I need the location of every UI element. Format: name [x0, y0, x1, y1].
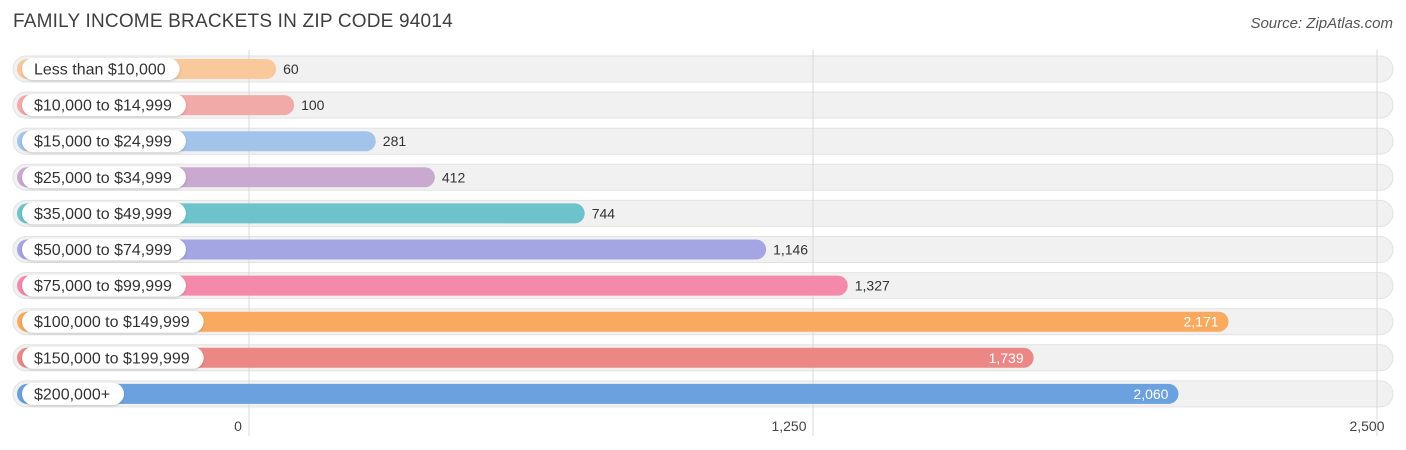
bar-label: $25,000 to $34,999 — [34, 170, 172, 187]
value-label: 281 — [383, 133, 407, 149]
bar-label: $35,000 to $49,999 — [34, 206, 172, 223]
bar-label: $50,000 to $74,999 — [34, 242, 172, 259]
x-axis: 0 1,250 2,500 — [234, 418, 1385, 434]
value-label: 1,327 — [855, 278, 890, 294]
x-tick-label: 0 — [234, 418, 242, 434]
value-label: 100 — [301, 97, 325, 113]
bar-label: $10,000 to $14,999 — [34, 98, 172, 115]
value-label: 2,171 — [1184, 314, 1219, 330]
value-label: 412 — [442, 169, 466, 185]
row-background — [12, 91, 1394, 119]
x-tick-label: 1,250 — [771, 418, 806, 434]
value-label: 60 — [283, 61, 299, 77]
bars: Less than $10,000 60 $10,000 to $14,999 100… — [17, 58, 1229, 405]
bar-label: $100,000 to $149,999 — [34, 314, 190, 331]
value-label: 744 — [592, 205, 616, 221]
bar — [17, 311, 1229, 332]
chart-title: FAMILY INCOME BRACKETS IN ZIP CODE 94014 — [13, 11, 453, 32]
row-background — [12, 55, 1394, 83]
bar — [17, 239, 767, 260]
bar-label-pill — [22, 130, 186, 153]
bar-label-pill — [22, 58, 180, 80]
bar — [17, 383, 1179, 404]
bar-label-pill — [22, 202, 186, 225]
value-label: 1,146 — [773, 242, 808, 258]
bar-label: $15,000 to $24,999 — [34, 134, 172, 151]
bar-label-pill — [22, 310, 204, 333]
bar-label-pill — [22, 346, 204, 369]
bar-label: $75,000 to $99,999 — [34, 278, 172, 295]
value-label: 1,739 — [989, 350, 1024, 366]
x-tick-label: 2,500 — [1349, 418, 1384, 434]
value-label: 2,060 — [1133, 386, 1168, 402]
bar-label: $150,000 to $199,999 — [34, 350, 190, 367]
bar-label-pill — [22, 94, 186, 117]
bar-label-pill — [22, 382, 125, 405]
bar-label: Less than $10,000 — [34, 62, 166, 79]
bar-label: $200,000+ — [34, 386, 110, 403]
bar-label-pill — [22, 238, 186, 261]
bar-label-pill — [22, 166, 186, 189]
bar-label-pill — [22, 274, 186, 297]
source-credit: Source: ZipAtlas.com — [1250, 15, 1393, 32]
bar — [17, 347, 1034, 368]
bar — [17, 275, 848, 296]
